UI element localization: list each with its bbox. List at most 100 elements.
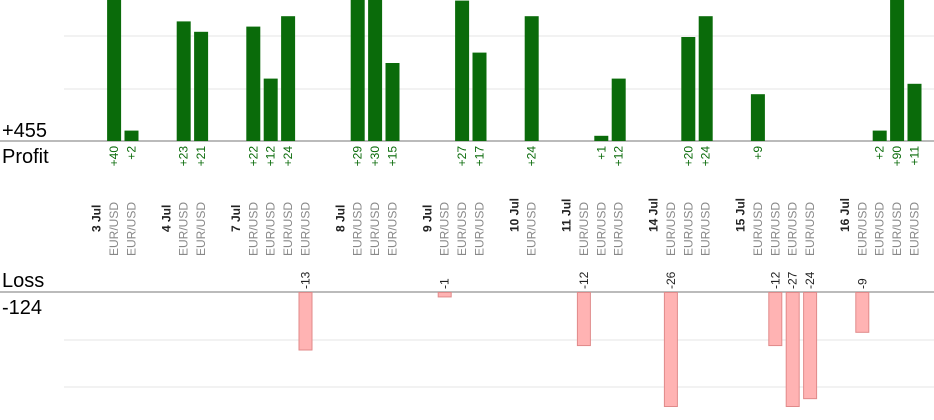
loss-total: -124 xyxy=(2,297,42,319)
profit-value-label: +22 xyxy=(246,146,260,167)
profit-total: +455 xyxy=(2,120,47,142)
pair-label: EUR/USD xyxy=(351,202,365,256)
profit-value-label: +29 xyxy=(351,146,365,167)
pair-label: EUR/USD xyxy=(281,202,295,256)
pair-label: EUR/USD xyxy=(768,202,782,256)
profit-value-label: +17 xyxy=(473,146,487,167)
profit-bar xyxy=(263,78,278,141)
date-label: 11 Jul xyxy=(560,199,574,232)
loss-bar xyxy=(437,292,452,298)
pair-label: EUR/USD xyxy=(786,202,800,256)
loss-value-label: -26 xyxy=(664,271,678,289)
loss-bar xyxy=(576,292,591,347)
pair-label: EUR/USD xyxy=(577,202,591,256)
pair-label: EUR/USD xyxy=(751,202,765,256)
loss-value-label: -12 xyxy=(577,271,591,289)
labels: 3 Jul +40 EUR/USD +2 EUR/USD 4 Jul +23 EUR/USD +… xyxy=(90,146,922,289)
pair-label: EUR/USD xyxy=(681,202,695,256)
pair-label: EUR/USD xyxy=(612,202,626,256)
date-label: 4 Jul xyxy=(159,205,173,232)
loss-bar xyxy=(768,292,783,347)
loss-bar xyxy=(785,292,800,407)
loss-value-label: -27 xyxy=(786,271,800,289)
date-label: 3 Jul xyxy=(90,205,104,232)
profit-bar xyxy=(681,37,696,141)
loss-value-label: -1 xyxy=(438,278,452,289)
pair-label: EUR/USD xyxy=(368,202,382,256)
date-label: 16 Jul xyxy=(838,198,852,232)
loss-value-label: -12 xyxy=(768,271,782,289)
date-label: 7 Jul xyxy=(229,205,243,232)
profit-bar xyxy=(176,21,191,141)
pair-label: EUR/USD xyxy=(194,202,208,256)
pair-label: EUR/USD xyxy=(594,202,608,256)
profit-value-label: +2 xyxy=(125,146,139,160)
profit-bar xyxy=(194,31,209,141)
profit-bar xyxy=(455,0,470,141)
date-label: 8 Jul xyxy=(333,205,347,232)
loss-bar xyxy=(663,292,678,407)
profit-value-label: +11 xyxy=(908,146,922,166)
loss-value-label: -13 xyxy=(299,271,313,289)
profit-bar xyxy=(524,16,539,142)
pair-label: EUR/USD xyxy=(873,202,887,256)
profit-bar xyxy=(472,52,487,141)
pair-label: EUR/USD xyxy=(107,202,121,256)
profit-value-label: +1 xyxy=(594,146,608,160)
profit-value-label: +2 xyxy=(873,146,887,160)
profit-value-label: +23 xyxy=(177,146,191,167)
profit-bar xyxy=(368,0,383,141)
pair-label: EUR/USD xyxy=(699,202,713,256)
profit-bar xyxy=(890,0,905,141)
loss-value-label: -9 xyxy=(855,278,869,289)
profit-value-label: +27 xyxy=(455,146,469,167)
loss-bar xyxy=(298,292,313,351)
pair-label: EUR/USD xyxy=(455,202,469,256)
date-label: 15 Jul xyxy=(734,198,748,232)
pair-label: EUR/USD xyxy=(890,202,904,256)
pair-label: EUR/USD xyxy=(386,202,400,256)
profit-bar xyxy=(107,0,122,141)
profit-value-label: +90 xyxy=(890,146,904,167)
profit-label: Profit xyxy=(2,146,49,168)
profit-value-label: +40 xyxy=(107,146,121,167)
profit-bar xyxy=(611,78,626,141)
pair-label: EUR/USD xyxy=(264,202,278,256)
profit-value-label: +30 xyxy=(368,146,382,167)
date-label: 10 Jul xyxy=(507,198,521,232)
pair-label: EUR/USD xyxy=(177,202,191,256)
bars xyxy=(107,0,922,407)
profit-bar xyxy=(907,83,922,141)
profit-value-label: +20 xyxy=(681,146,695,167)
profit-bar xyxy=(872,130,887,141)
pair-label: EUR/USD xyxy=(246,202,260,256)
loss-label: Loss xyxy=(2,270,44,292)
pair-label: EUR/USD xyxy=(299,202,313,256)
profit-value-label: +24 xyxy=(699,146,713,167)
pair-label: EUR/USD xyxy=(525,202,539,256)
pair-label: EUR/USD xyxy=(125,202,139,256)
pair-label: EUR/USD xyxy=(803,202,817,256)
profit-bar xyxy=(124,130,139,141)
date-label: 9 Jul xyxy=(420,205,434,232)
profit-value-label: +12 xyxy=(264,146,278,167)
loss-bar xyxy=(855,292,870,333)
profit-bar xyxy=(350,0,365,141)
profit-bar xyxy=(246,26,261,142)
profit-value-label: +21 xyxy=(194,146,208,167)
pair-label: EUR/USD xyxy=(473,202,487,256)
pair-label: EUR/USD xyxy=(664,202,678,256)
profit-value-label: +9 xyxy=(751,146,765,160)
date-label: 14 Jul xyxy=(647,198,661,232)
loss-bar xyxy=(803,292,818,400)
pair-label: EUR/USD xyxy=(438,202,452,256)
profit-value-label: +24 xyxy=(525,146,539,167)
profit-bar xyxy=(698,16,713,142)
profit-bar xyxy=(385,63,400,141)
profit-bar xyxy=(281,16,296,142)
loss-value-label: -24 xyxy=(803,271,817,289)
profit-value-label: +15 xyxy=(386,146,400,167)
profit-value-label: +24 xyxy=(281,146,295,167)
pair-label: EUR/USD xyxy=(855,202,869,256)
